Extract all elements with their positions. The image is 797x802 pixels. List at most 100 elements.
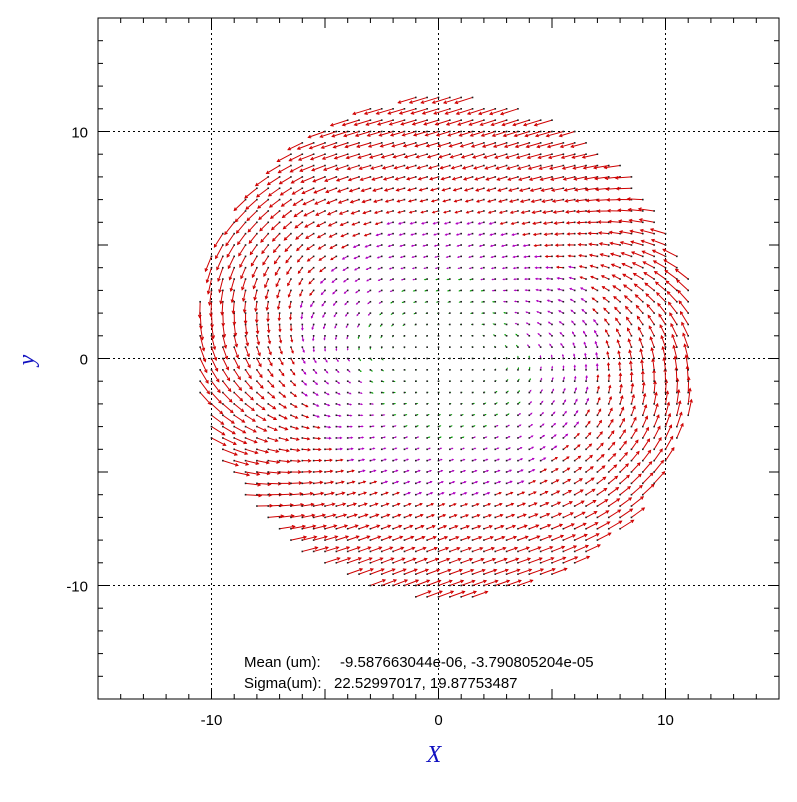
vector-arrow — [261, 234, 268, 242]
vector-arrowhead — [395, 426, 396, 427]
vector-origin — [392, 324, 394, 326]
vector-origin — [404, 505, 406, 507]
vector-origin — [619, 414, 621, 416]
vector-origin — [199, 369, 201, 371]
vector-origin — [494, 335, 496, 337]
vector-origin — [279, 290, 281, 292]
vector-origin — [449, 358, 451, 360]
vector-origin — [551, 414, 553, 416]
vector-origin — [313, 449, 315, 451]
vector-origin — [404, 153, 406, 155]
vector-origin — [449, 528, 451, 530]
vector-origin — [211, 267, 213, 269]
vector-origin — [449, 585, 451, 587]
vector-origin — [381, 551, 383, 553]
vector-origin — [619, 460, 621, 462]
vector-origin — [381, 562, 383, 564]
vector-origin — [211, 437, 213, 439]
vector-origin — [392, 142, 394, 144]
vector-origin — [392, 244, 394, 246]
vector-origin — [290, 312, 292, 314]
vector-origin — [426, 222, 428, 224]
vector-origin — [358, 562, 360, 564]
vector-origin — [302, 176, 304, 178]
vector-arrow — [597, 522, 609, 529]
vector-origin — [563, 165, 565, 167]
vector-origin — [267, 301, 269, 303]
vector-origin — [347, 517, 349, 519]
vector-origin — [506, 392, 508, 394]
vector-origin — [358, 573, 360, 575]
vector-origin — [404, 426, 406, 428]
vector-arrowhead — [515, 290, 516, 291]
vector-origin — [529, 187, 531, 189]
vector-origin — [358, 312, 360, 314]
vector-origin — [358, 460, 360, 462]
vector-origin — [676, 426, 678, 428]
vector-origin — [404, 392, 406, 394]
vector-origin — [472, 505, 474, 507]
vector-origin — [506, 233, 508, 235]
vector-origin — [540, 380, 542, 382]
vector-origin — [563, 358, 565, 360]
vector-origin — [540, 165, 542, 167]
vector-origin — [642, 199, 644, 201]
vector-origin — [619, 278, 621, 280]
vector-origin — [529, 380, 531, 382]
vector-origin — [347, 301, 349, 303]
vector-origin — [619, 335, 621, 337]
vector-arrowhead — [496, 392, 497, 393]
vector-origin — [392, 199, 394, 201]
vector-origin — [574, 358, 576, 360]
vector-origin — [517, 233, 519, 235]
vector-origin — [574, 301, 576, 303]
vector-origin — [392, 165, 394, 167]
vector-origin — [245, 471, 247, 473]
vector-origin — [472, 562, 474, 564]
vector-origin — [404, 380, 406, 382]
vector-origin — [449, 222, 451, 224]
vector-origin — [574, 233, 576, 235]
vector-origin — [483, 165, 485, 167]
vector-arrowhead — [460, 302, 461, 303]
vector-arrowhead — [507, 380, 508, 381]
vector-origin — [631, 494, 633, 496]
vector-origin — [347, 312, 349, 314]
vector-origin — [529, 562, 531, 564]
vector-origin — [347, 187, 349, 189]
vector-origin — [267, 517, 269, 519]
vector-origin — [438, 199, 440, 201]
vector-origin — [506, 312, 508, 314]
vector-origin — [472, 267, 474, 269]
vector-arrow — [552, 547, 564, 552]
vector-origin — [574, 267, 576, 269]
vector-origin — [676, 335, 678, 337]
vector-origin — [290, 380, 292, 382]
vector-origin — [302, 403, 304, 405]
vector-arrow — [654, 426, 660, 437]
vector-origin — [506, 153, 508, 155]
vector-origin — [347, 369, 349, 371]
vector-origin — [336, 210, 338, 212]
vector-origin — [302, 199, 304, 201]
vector-arrow — [212, 427, 225, 435]
vector-origin — [233, 369, 235, 371]
vector-origin — [404, 494, 406, 496]
vector-origin — [267, 324, 269, 326]
vector-origin — [358, 517, 360, 519]
vector-origin — [426, 414, 428, 416]
vector-origin — [585, 358, 587, 360]
vector-origin — [494, 222, 496, 224]
vector-origin — [449, 233, 451, 235]
vector-origin — [324, 380, 326, 382]
vector-origin — [392, 153, 394, 155]
vector-origin — [256, 267, 258, 269]
vector-origin — [540, 392, 542, 394]
vector-origin — [506, 165, 508, 167]
vector-arrow — [268, 177, 280, 185]
vector-origin — [619, 324, 621, 326]
vector-origin — [290, 199, 292, 201]
vector-origin — [426, 505, 428, 507]
vector-origin — [279, 199, 281, 201]
